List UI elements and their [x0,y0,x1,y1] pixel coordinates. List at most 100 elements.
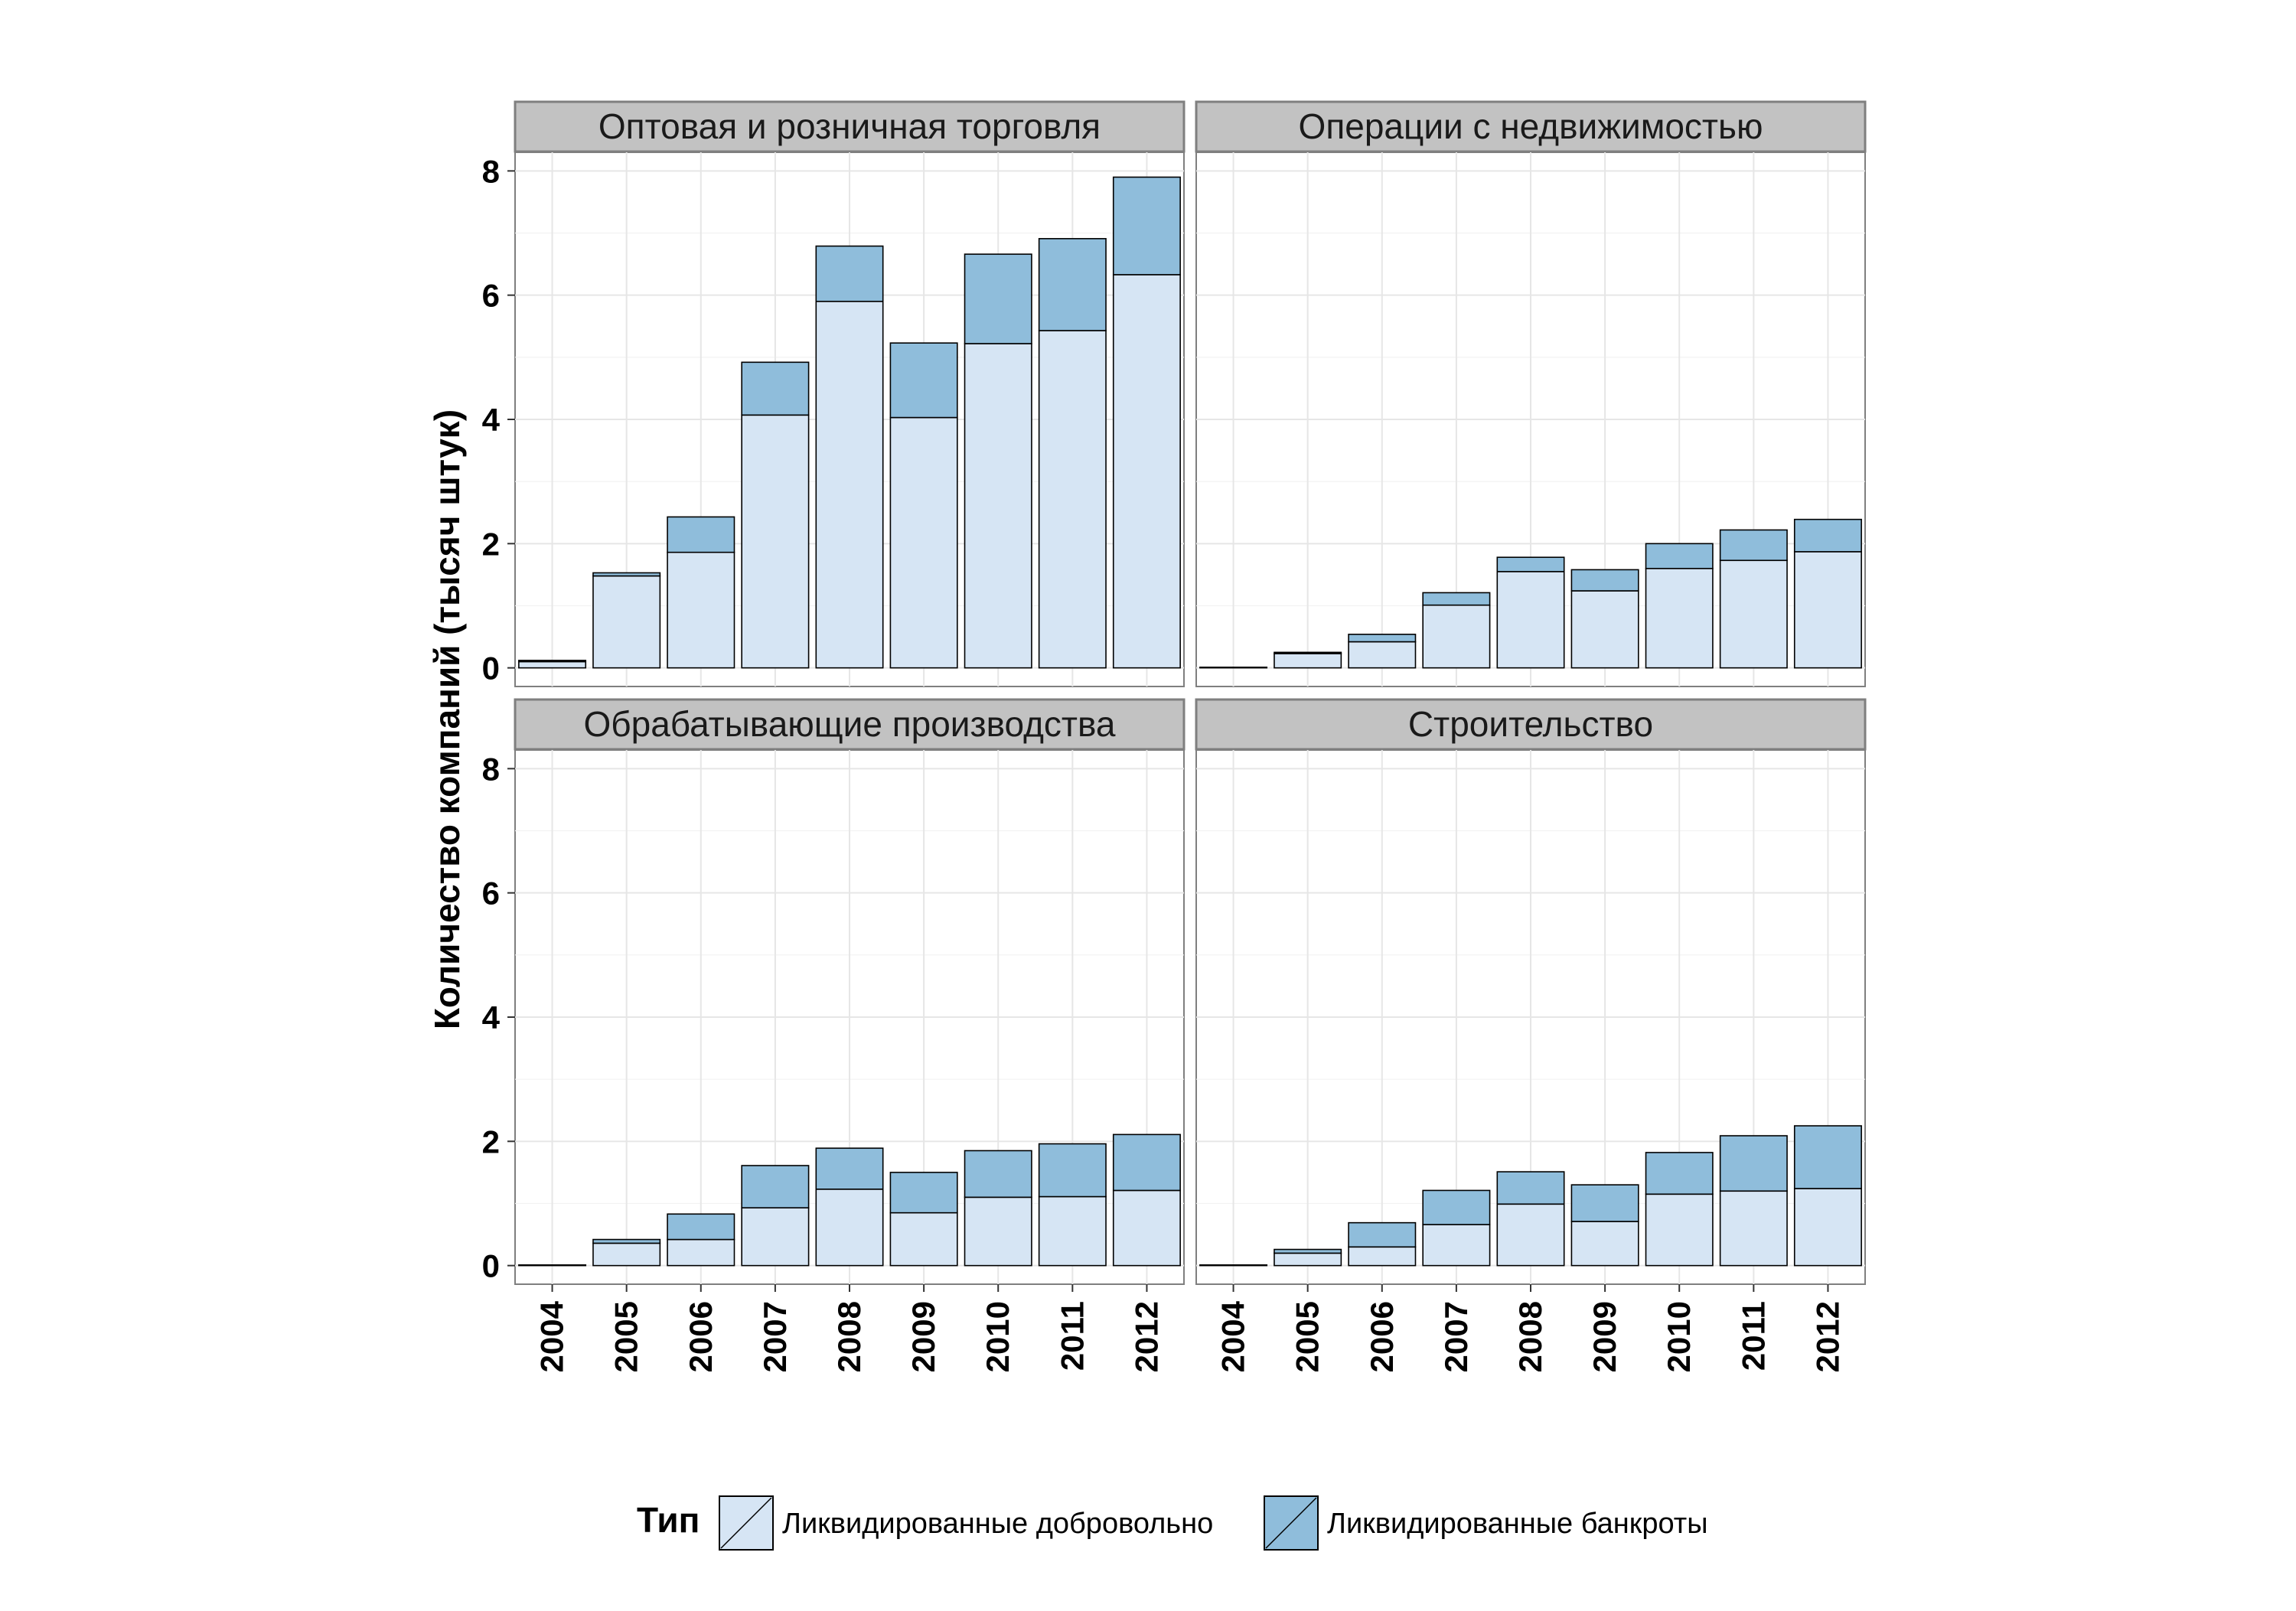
bar-voluntary-2007 [741,1207,810,1267]
y-tick-label: 2 [482,1123,500,1159]
bar-voluntary-2007 [1422,604,1491,669]
legend-item-voluntary: Ликвидированные добровольно [719,1495,1213,1551]
legend-key-bankrupt-slash [1265,1497,1317,1549]
x-tick-label-2009: 2009 [1587,1301,1623,1372]
panel-title: Оптовая и розничная торговля [598,106,1101,146]
panel-strip [514,698,1186,751]
bar-voluntary-2010 [1645,567,1714,669]
x-tick-label-2005: 2005 [1290,1301,1326,1372]
bar-voluntary-2006 [1348,1246,1417,1267]
bar-voluntary-2008 [815,1189,884,1267]
panel-strip [1195,100,1867,153]
legend-key-voluntary-slash [720,1497,772,1549]
y-tick-label: 8 [482,751,500,787]
y-axis-title: Количество компаний (тысяч штук) [427,409,467,1029]
bar-bankrupt-2011 [1038,1143,1107,1198]
bar-bankrupt-2011 [1038,238,1107,331]
bar-bankrupt-2005 [592,572,661,577]
bar-voluntary-2010 [964,343,1032,669]
bar-voluntary-2006 [1348,641,1417,669]
panel-операции-с-недвижимостью: Операции с недвижимостью [1195,100,1867,687]
x-tick-label-2006: 2006 [1364,1301,1400,1372]
legend-item-bankrupt: Ликвидированные банкроты [1264,1495,1708,1551]
bar-voluntary-2004 [1199,667,1268,669]
x-tick-label-2005: 2005 [608,1301,644,1372]
y-tick-label: 4 [482,402,501,438]
x-tick-label-2004: 2004 [1215,1300,1251,1372]
bar-bankrupt-2012 [1793,518,1862,553]
x-tick-label-2004: 2004 [534,1300,570,1372]
bar-bankrupt-2010 [964,253,1032,344]
legend-label-voluntary: Ликвидированные добровольно [782,1508,1213,1540]
panel-title: Строительство [1408,704,1653,744]
bar-voluntary-2012 [1793,1188,1862,1267]
bar-bankrupt-2005 [1274,1248,1342,1254]
x-tick-label-2011: 2011 [1054,1301,1090,1371]
bar-bankrupt-2006 [1348,1221,1417,1248]
bar-bankrupt-2011 [1719,529,1788,562]
y-tick-label: 0 [482,651,500,686]
bar-bankrupt-2005 [592,1238,661,1244]
bar-bankrupt-2008 [815,245,884,302]
y-tick-label: 6 [482,876,500,911]
y-tick-label: 2 [482,526,500,562]
bar-bankrupt-2006 [667,516,735,553]
bar-voluntary-2004 [518,660,587,669]
x-tick-label-2012: 2012 [1128,1301,1164,1372]
x-tick-label-2008: 2008 [831,1301,867,1372]
bar-voluntary-2005 [1274,1252,1342,1267]
bar-voluntary-2009 [889,1212,958,1267]
bar-bankrupt-2012 [1112,176,1181,276]
bar-voluntary-2004 [1199,1264,1268,1267]
bar-voluntary-2006 [667,551,735,669]
y-tick-label: 0 [482,1248,500,1284]
bar-bankrupt-2006 [667,1213,735,1241]
bar-voluntary-2011 [1719,559,1788,669]
bar-voluntary-2007 [1422,1224,1491,1267]
legend: Тип Ликвидированные добровольно Ликвидир… [637,1495,1708,1551]
x-tick-label-2007: 2007 [1438,1301,1474,1372]
x-tick-label-2012: 2012 [1809,1301,1845,1372]
x-tick-label-2006: 2006 [683,1301,719,1372]
x-tick-label-2008: 2008 [1512,1301,1548,1372]
bar-voluntary-2009 [1570,590,1639,669]
bar-bankrupt-2005 [1274,651,1342,654]
bar-voluntary-2007 [741,414,810,669]
bar-bankrupt-2008 [1496,1171,1565,1205]
bar-voluntary-2008 [1496,571,1565,669]
x-tick-label-2009: 2009 [905,1301,941,1372]
bar-voluntary-2011 [1038,1195,1107,1267]
x-tick-label-2007: 2007 [757,1301,793,1372]
x-tick-label-2010: 2010 [980,1301,1016,1372]
bar-voluntary-2010 [1645,1193,1714,1267]
bar-voluntary-2008 [815,300,884,669]
bar-voluntary-2009 [889,416,958,669]
bar-bankrupt-2007 [741,1165,810,1208]
bar-voluntary-2005 [1274,653,1342,669]
bar-voluntary-2011 [1719,1190,1788,1267]
y-tick-label: 8 [482,153,500,189]
bar-bankrupt-2008 [815,1147,884,1190]
bar-voluntary-2009 [1570,1221,1639,1267]
bar-voluntary-2012 [1112,1189,1181,1267]
bar-bankrupt-2010 [1645,543,1714,569]
bar-bankrupt-2007 [1422,592,1491,606]
bar-bankrupt-2009 [1570,569,1639,592]
bar-bankrupt-2004 [518,660,587,663]
bar-bankrupt-2007 [1422,1189,1491,1225]
bar-voluntary-2005 [592,575,661,669]
bar-bankrupt-2010 [1645,1152,1714,1195]
panels-layer: Оптовая и розничная торговля 0 2 4 6 8 Операци… [482,100,1867,1372]
panel-обрабатывающие-производства: Обрабатывающие производства 0 2 4 6 8 2004 2005… [482,698,1186,1372]
bar-voluntary-2005 [592,1242,661,1267]
bar-bankrupt-2008 [1496,556,1565,572]
x-tick-label-2011: 2011 [1735,1301,1771,1371]
panel-strip [514,100,1186,153]
bar-bankrupt-2010 [964,1150,1032,1198]
bar-voluntary-2004 [518,1264,587,1267]
panel-оптовая-и-розничная-торговля: Оптовая и розничная торговля 0 2 4 6 8 [482,100,1186,687]
bar-bankrupt-2009 [889,342,958,419]
panel-title: Обрабатывающие производства [584,704,1116,744]
